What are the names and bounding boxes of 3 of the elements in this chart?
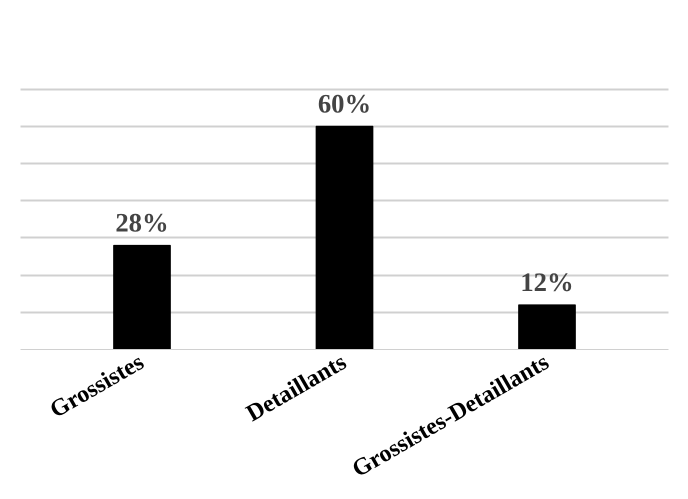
data-label: 12% <box>520 266 574 297</box>
data-label: 60% <box>318 88 372 118</box>
data-label: 28% <box>115 207 169 238</box>
